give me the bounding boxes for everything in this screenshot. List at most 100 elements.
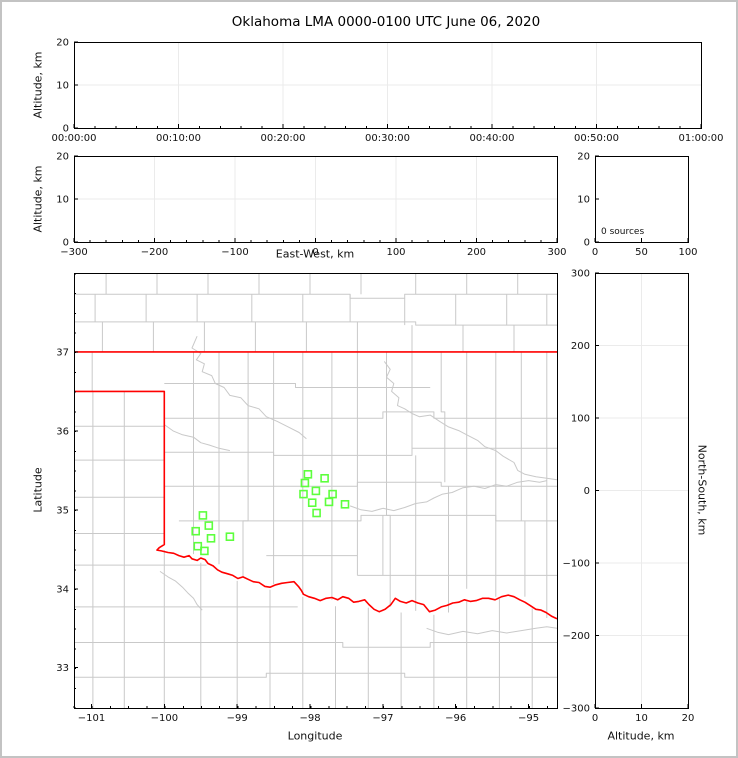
xlabel-longitude: Longitude	[287, 729, 343, 743]
x-tick-label: 20	[682, 713, 695, 724]
y-tick-label: 200	[571, 341, 590, 352]
lma-station-marker	[225, 532, 235, 542]
lma-station-marker	[206, 533, 216, 543]
panel-ns_height: 0 10 20 300 200 100 0 −100 −200 −300	[563, 269, 695, 725]
y-tick-label: 300	[571, 269, 590, 280]
y-tick-label: 33	[56, 663, 69, 674]
lma-station-marker	[200, 546, 209, 556]
y-tick-label: −100	[563, 559, 590, 570]
x-tick-label: 00:20:00	[261, 133, 306, 144]
x-tick-label: −98	[299, 713, 320, 724]
river-line	[191, 336, 307, 440]
county-boundary-line	[74, 672, 557, 678]
lma-station-marker	[328, 489, 337, 499]
lma-station-marker	[303, 469, 313, 479]
y-tick-label: 0	[63, 124, 69, 135]
x-tick-label: −95	[518, 713, 539, 724]
y-tick-label: 0	[584, 486, 590, 497]
lma-station-marker	[324, 497, 334, 507]
county-boundary-line	[164, 447, 557, 456]
lma-station-marker	[198, 511, 208, 520]
river-line	[159, 570, 203, 611]
lma-station-marker	[193, 541, 203, 551]
x-tick-label: 00:30:00	[365, 133, 410, 144]
x-tick-label: 00:50:00	[574, 133, 619, 144]
lma-station-marker	[191, 526, 200, 536]
lma-station-marker	[311, 486, 321, 496]
y-tick-label: 36	[56, 426, 69, 437]
county-boundary-line	[164, 383, 431, 388]
x-tick-label: −100	[221, 247, 248, 258]
lma-station-marker	[340, 499, 350, 509]
y-tick-label: 34	[56, 584, 69, 595]
x-tick-label: −97	[372, 713, 393, 724]
x-tick-label: 50	[635, 247, 648, 258]
panel-map: −101 −100 −99 −98 −97 −96 −95 33 34 35 36 37	[56, 273, 558, 724]
county-boundary-line	[164, 411, 557, 419]
river-line	[164, 424, 231, 452]
y-tick-label: 20	[56, 38, 69, 49]
x-tick-label: −101	[78, 713, 105, 724]
x-tick-label: −99	[227, 713, 248, 724]
county-boundary-line	[178, 514, 557, 522]
x-tick-label: −300	[60, 247, 87, 258]
x-tick-label: 300	[547, 247, 566, 258]
y-tick-label: 100	[571, 414, 590, 425]
county-boundary-line	[74, 293, 557, 299]
sources-annotation: 0 sources	[601, 227, 645, 237]
lma-station-marker	[307, 498, 317, 508]
x-tick-label: 0	[592, 247, 598, 258]
y-tick-label: 10	[56, 195, 69, 206]
x-tick-label: 200	[467, 247, 486, 258]
panel-time_height: 00:00:00 00:10:00 00:20:00 00:30:00 00:40:00…	[52, 38, 724, 145]
y-tick-label: −300	[563, 704, 590, 715]
county-boundary-line	[74, 321, 557, 326]
y-tick-label: −200	[563, 631, 590, 642]
county-boundary-line	[164, 481, 557, 487]
x-tick-label: 0	[592, 713, 598, 724]
map-layers	[74, 273, 557, 708]
x-tick-label: 100	[678, 247, 697, 258]
county-boundary-line	[74, 642, 557, 648]
y-tick-label: 35	[56, 505, 69, 516]
y-tick-label: 10	[56, 81, 69, 92]
lma-station-marker	[320, 473, 329, 483]
county-boundary-line	[386, 351, 391, 607]
x-tick-label: 00:00:00	[52, 133, 97, 144]
oklahoma-state-border	[74, 390, 557, 620]
county-boundary-line	[242, 351, 249, 577]
x-tick-label: 00:10:00	[156, 133, 201, 144]
xlabel-altitude-ns-panel: Altitude, km	[607, 729, 675, 743]
y-tick-label: 0	[63, 238, 69, 249]
y-tick-label: 0	[584, 238, 590, 249]
x-tick-label: 0	[312, 247, 318, 258]
x-tick-label: 01:00:00	[679, 133, 724, 144]
lma-station-marker	[204, 521, 214, 530]
ylabel-north-south: North-South, km	[695, 444, 709, 536]
panel-alt_hist: 0 50 100 0 10 20	[577, 152, 697, 259]
lma-station-marker	[300, 478, 310, 488]
y-tick-label: 20	[56, 152, 69, 163]
lma-station-marker	[312, 508, 321, 518]
y-tick-label: 37	[56, 347, 69, 358]
river-line	[383, 361, 557, 481]
river-line	[426, 626, 557, 636]
x-tick-label: −100	[151, 713, 178, 724]
panel-frame	[74, 273, 558, 709]
x-tick-label: −200	[141, 247, 168, 258]
ylabel-latitude: Latitude	[31, 467, 45, 513]
ylabel-altitude-time-panel: Altitude, km	[31, 51, 45, 119]
panel-ew_height: −300 −200 −100 0 100 200 300 0 10 20	[56, 152, 566, 259]
y-tick-label: 10	[577, 195, 590, 206]
river-line	[349, 480, 547, 512]
x-tick-label: 00:40:00	[470, 133, 515, 144]
x-tick-label: 10	[635, 713, 648, 724]
county-boundary-line	[440, 351, 446, 483]
figure-title: Oklahoma LMA 0000-0100 UTC June 06, 2020	[231, 14, 541, 30]
lma-station-marker	[299, 489, 308, 499]
x-tick-label: 100	[386, 247, 405, 258]
y-tick-label: 20	[577, 152, 590, 163]
x-tick-label: −96	[445, 713, 466, 724]
